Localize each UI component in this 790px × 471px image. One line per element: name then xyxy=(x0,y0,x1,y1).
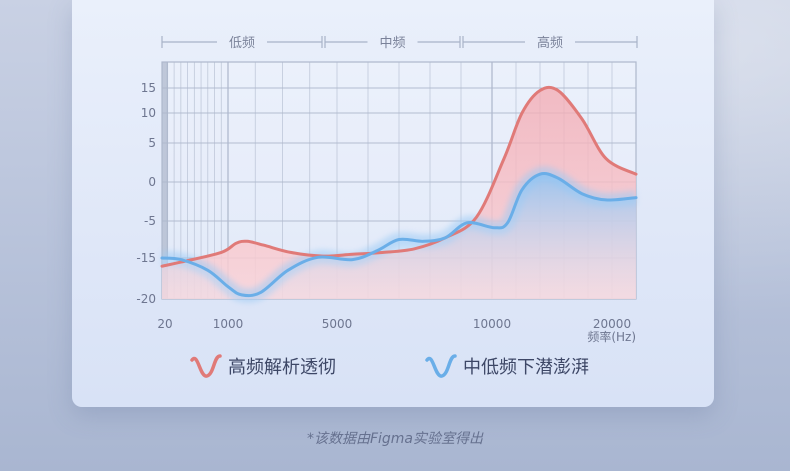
blue-wave-icon xyxy=(425,354,457,378)
y-tick-label: 10 xyxy=(141,106,156,120)
band-label: 中频 xyxy=(379,36,405,51)
y-tick-label: -5 xyxy=(144,214,156,228)
band-label: 低频 xyxy=(229,36,255,51)
x-tick-label: 10000 xyxy=(473,317,511,331)
series-area-low xyxy=(162,173,636,299)
x-tick-label: 20 xyxy=(157,317,172,331)
legend-label-high: 高频解析透彻 xyxy=(228,357,336,378)
legend-item-high: 高频解析透彻 xyxy=(190,350,336,382)
legend-item-low: 中低频下潜澎湃 xyxy=(425,350,589,382)
red-wave-icon xyxy=(190,354,222,378)
series-line-high xyxy=(160,85,638,268)
series-line-low xyxy=(160,172,638,298)
x-tick-label: 20000 xyxy=(593,317,631,331)
y-tick-label: -15 xyxy=(136,251,156,265)
footnote: *该数据由Figma实验室得出 xyxy=(306,431,484,447)
x-tick-label: 5000 xyxy=(322,317,353,331)
band-label: 高频 xyxy=(537,35,563,51)
y-tick-label: 15 xyxy=(141,81,156,95)
y-tick-label: 0 xyxy=(148,175,156,189)
x-unit-label: 频率(Hz) xyxy=(587,329,636,344)
y-tick-label: 5 xyxy=(148,136,156,150)
y-tick-label: -20 xyxy=(136,292,156,306)
legend-label-low: 中低频下潜澎湃 xyxy=(463,357,589,378)
x-tick-label: 1000 xyxy=(213,317,244,331)
